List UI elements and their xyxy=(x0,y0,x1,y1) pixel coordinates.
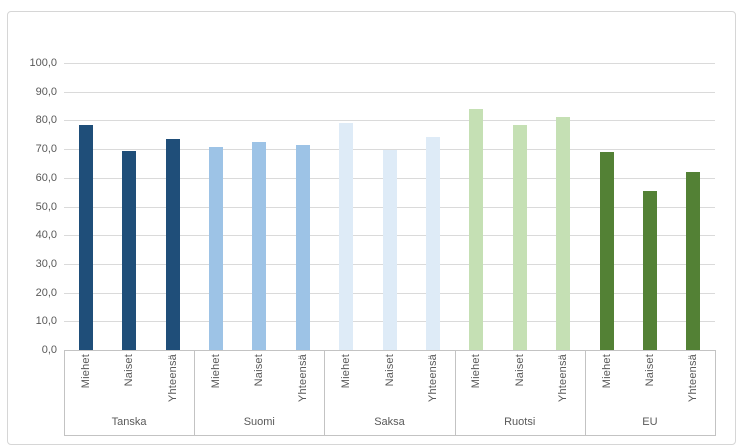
category-label-miehet: Miehet xyxy=(600,354,613,389)
bar-tanska-miehet xyxy=(78,125,93,350)
bar-suomi-miehet xyxy=(208,147,223,350)
group-separator xyxy=(584,350,586,436)
group-separator xyxy=(715,350,716,436)
y-tick-label: 90,0 xyxy=(35,85,57,98)
group-label-tanska: Tanska xyxy=(111,416,147,428)
category-label-naiset: Naiset xyxy=(123,354,136,387)
bar-suomi-yhteensä xyxy=(295,145,310,350)
group-label-saksa: Saksa xyxy=(374,416,405,428)
category-label-miehet: Miehet xyxy=(470,354,483,389)
group-separator xyxy=(64,350,65,436)
category-label-miehet: Miehet xyxy=(340,354,353,389)
bar-ruotsi-yhteensä xyxy=(556,117,571,350)
bar-eu-yhteensä xyxy=(686,171,701,350)
x-axis-line xyxy=(64,350,716,351)
category-label-yhteensä: Yhteensä xyxy=(557,354,570,403)
category-label-naiset: Naiset xyxy=(253,354,266,387)
bar-eu-naiset xyxy=(642,191,657,350)
gridline xyxy=(64,149,715,151)
bar-suomi-naiset xyxy=(252,142,267,350)
y-tick-label: 0,0 xyxy=(41,344,57,356)
category-label-yhteensä: Yhteensä xyxy=(166,354,179,403)
y-tick-label: 100,0 xyxy=(29,57,57,69)
plot-area xyxy=(64,63,715,350)
category-label-miehet: Miehet xyxy=(209,354,222,389)
y-tick-label: 80,0 xyxy=(35,114,57,127)
group-label-eu: EU xyxy=(642,416,658,428)
group-separator xyxy=(324,350,326,436)
y-tick-label: 60,0 xyxy=(35,171,57,184)
group-separator xyxy=(194,350,196,436)
x-axis-bottom-line xyxy=(64,435,716,436)
bar-saksa-miehet xyxy=(339,123,354,350)
bar-tanska-naiset xyxy=(122,151,137,350)
bar-eu-miehet xyxy=(599,151,614,350)
category-label-naiset: Naiset xyxy=(513,354,526,387)
y-tick-label: 50,0 xyxy=(35,200,57,213)
category-label-yhteensä: Yhteensä xyxy=(687,354,700,403)
y-tick-label: 70,0 xyxy=(35,143,57,156)
group-label-suomi: Suomi xyxy=(243,416,275,428)
bar-saksa-yhteensä xyxy=(425,136,440,350)
category-label-miehet: Miehet xyxy=(79,354,92,389)
y-tick-label: 40,0 xyxy=(35,229,57,242)
category-label-yhteensä: Yhteensä xyxy=(426,354,439,403)
bar-tanska-yhteensä xyxy=(165,139,180,350)
y-tick-label: 30,0 xyxy=(35,257,57,270)
bar-chart-figure: 100,0 90,0 80,0 70,0 60,0 50,0 40,0 30,0 20,0 10,… xyxy=(7,11,736,445)
y-tick-label: 20,0 xyxy=(35,286,57,299)
gridline xyxy=(64,63,715,64)
bar-ruotsi-naiset xyxy=(512,124,527,350)
gridline xyxy=(64,91,715,93)
category-label-naiset: Naiset xyxy=(383,354,396,387)
bar-ruotsi-miehet xyxy=(469,109,484,350)
bar-saksa-naiset xyxy=(382,150,397,350)
y-tick-label: 10,0 xyxy=(35,315,57,328)
group-separator xyxy=(454,350,456,436)
category-label-naiset: Naiset xyxy=(643,354,656,387)
category-label-yhteensä: Yhteensä xyxy=(296,354,309,403)
gridline xyxy=(64,120,715,122)
group-label-ruotsi: Ruotsi xyxy=(504,416,536,428)
